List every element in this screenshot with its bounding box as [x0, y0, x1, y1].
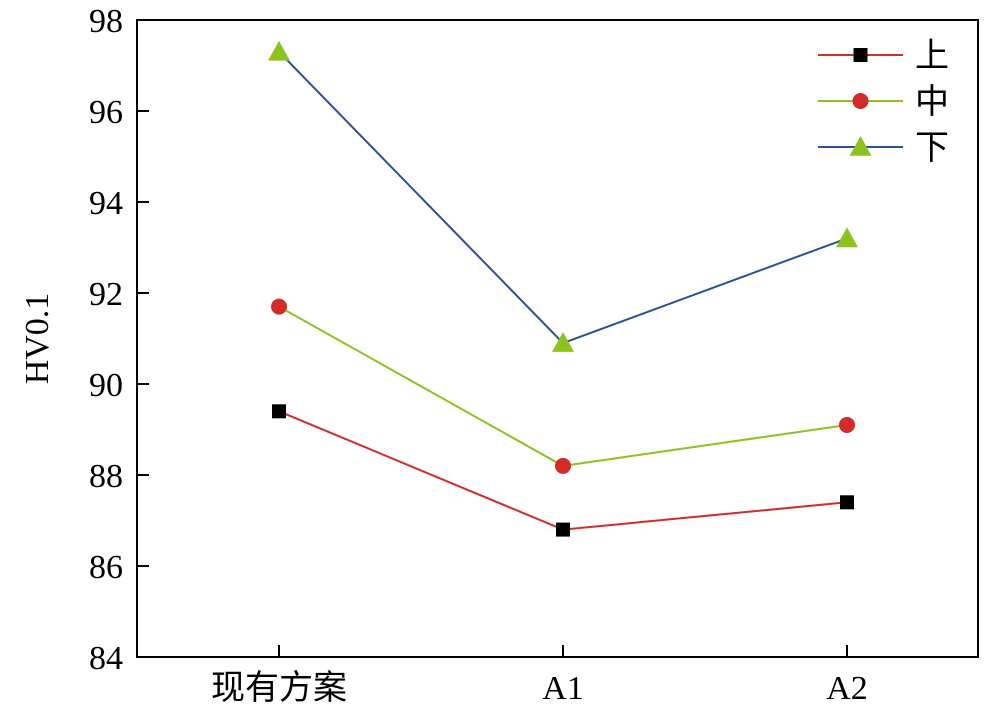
data-point — [268, 40, 290, 61]
series-2 — [271, 298, 855, 474]
data-point — [552, 332, 574, 352]
data-point — [555, 457, 571, 474]
legend-marker — [852, 93, 869, 109]
legend-marker — [849, 136, 872, 156]
legend-item: 上 — [818, 36, 949, 76]
series-3 — [268, 40, 858, 352]
series-layer — [268, 40, 858, 537]
legend-label: 中 — [915, 82, 949, 122]
y-tick-label: 94 — [89, 185, 123, 222]
legend-item: 中 — [818, 82, 949, 122]
legend: 上中下 — [818, 36, 949, 168]
series-line — [278, 305, 848, 467]
data-point — [271, 298, 287, 315]
y-tick-label: 98 — [89, 3, 123, 40]
y-tick-label: 86 — [89, 549, 123, 586]
legend-label: 下 — [915, 128, 949, 168]
y-tick-label: 96 — [89, 94, 123, 131]
y-axis-title: HV0.1 — [19, 293, 56, 385]
data-point — [556, 522, 570, 537]
y-tick-label: 88 — [89, 458, 123, 495]
data-point — [272, 404, 286, 419]
plot-frame — [136, 19, 979, 658]
series-1 — [272, 404, 854, 537]
axes: 84 86 88 90 92 94 96 98 现有方案 A1 A2 — [89, 3, 979, 707]
legend-item: 下 — [818, 128, 949, 168]
series-line — [278, 51, 848, 345]
y-tick-label: 90 — [89, 367, 123, 404]
x-tick-label: A1 — [542, 670, 584, 707]
legend-marker — [853, 48, 868, 62]
y-tick-label: 84 — [89, 640, 123, 677]
data-point — [836, 227, 858, 248]
legend-label: 上 — [915, 36, 949, 76]
data-point — [839, 416, 855, 433]
y-tick-label: 92 — [89, 276, 123, 313]
x-tick-label: A2 — [826, 670, 868, 707]
data-point — [840, 495, 854, 510]
x-tick-label: 现有方案 — [211, 669, 347, 707]
